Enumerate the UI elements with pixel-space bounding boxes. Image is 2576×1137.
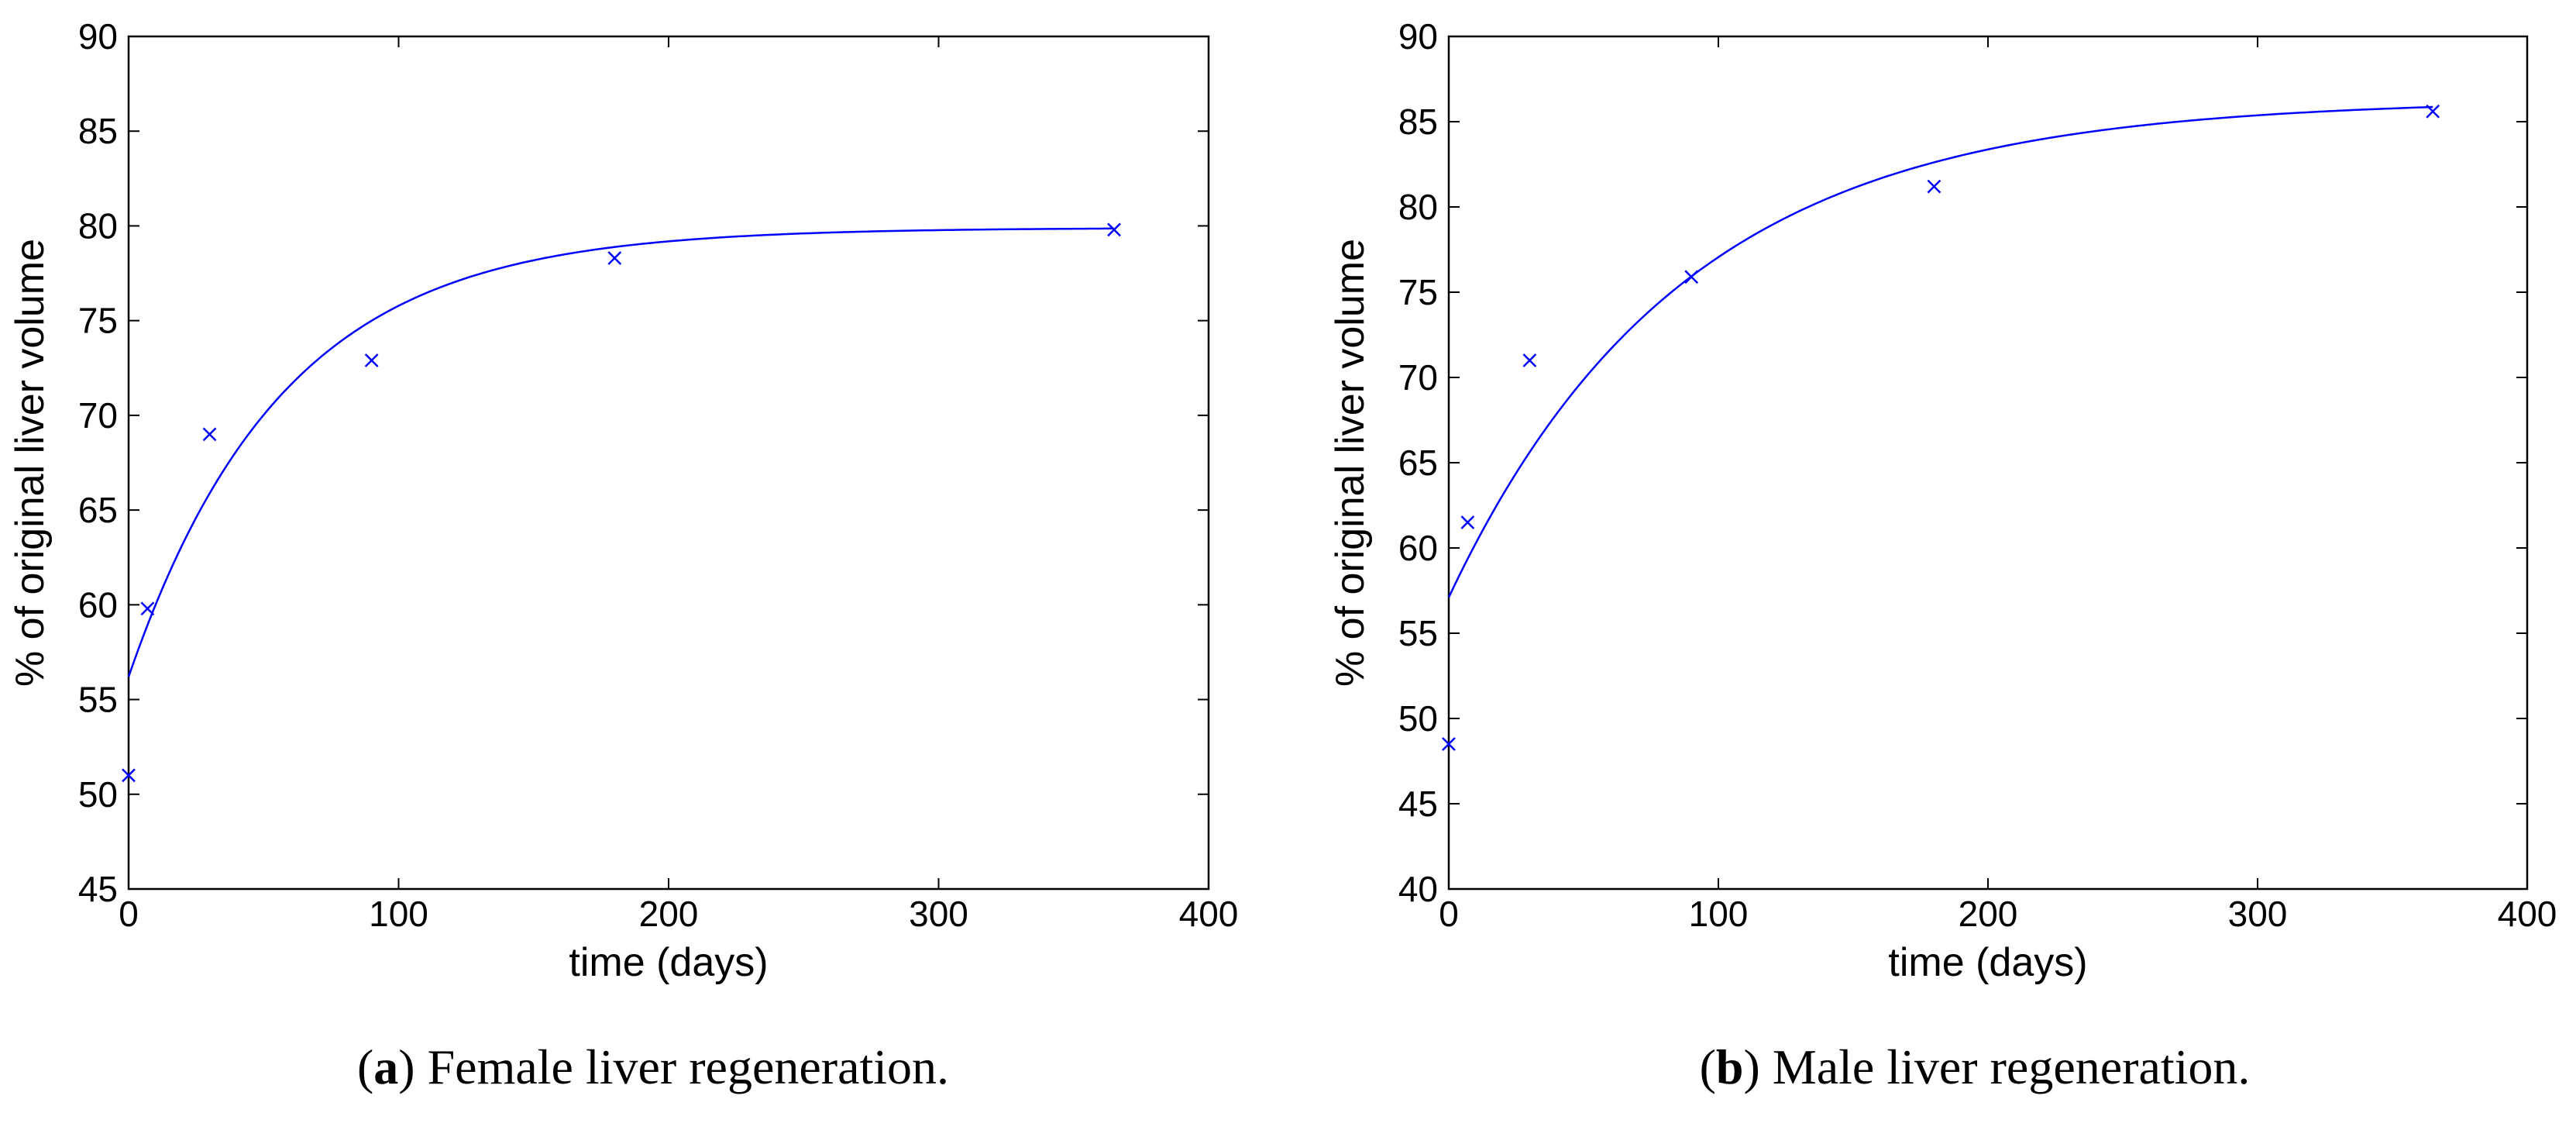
data-point [1927,179,1941,194]
y-tick-label: 70 [78,395,118,436]
y-tick-label: 90 [1398,16,1438,57]
y-tick-label: 85 [78,111,118,151]
y-tick-label: 75 [1398,272,1438,312]
caption: (b) Male liver regeneration. [1700,1039,2251,1094]
chart-panel-b: 0 100 200 300 400 40 45 50 55 60 65 70 75 80 85 90 time … [1328,16,2557,1094]
x-tick-label: 200 [639,894,699,934]
data-point [607,251,622,265]
y-tick-label: 55 [1398,613,1438,653]
caption-label: b [1716,1039,1744,1094]
x-tick-label: 400 [2498,894,2557,934]
caption: (a) Female liver regeneration. [357,1039,949,1094]
y-axis-label: % of original liver volume [8,239,53,687]
x-tick-label: 200 [1959,894,2018,934]
y-tick-label: 40 [1398,869,1438,909]
caption-label: a [373,1039,398,1094]
y-tick-label: 60 [78,584,118,625]
x-tick-label: 100 [1689,894,1749,934]
y-tick-label: 60 [1398,528,1438,568]
y-tick-label: 80 [78,205,118,246]
caption-open: ( [1700,1039,1716,1094]
caption-text: ) Male liver regeneration. [1744,1039,2251,1094]
data-point [202,427,217,442]
x-tick-label: 300 [2228,894,2288,934]
plot-area [1447,35,2529,891]
data-point [1522,353,1537,367]
y-tick-label: 45 [78,869,118,909]
y-tick-label: 65 [78,490,118,530]
y-tick-label: 80 [1398,187,1438,227]
fit-curve [1447,105,2433,598]
caption-open: ( [357,1039,373,1094]
y-tick-label: 45 [1398,784,1438,824]
data-point [1460,515,1475,529]
y-tick-label: 55 [78,680,118,720]
y-axis-label: % of original liver volume [1328,239,1373,687]
plot-area [127,35,1210,891]
x-axis-label: time (days) [569,940,768,985]
data-point [1107,222,1121,237]
y-tick-label: 50 [78,774,118,815]
y-tick-label: 90 [78,16,118,57]
y-tick-label: 70 [1398,357,1438,398]
y-tick-label: 65 [1398,443,1438,483]
fit-curve [127,227,1115,677]
data-point [364,353,379,367]
x-tick-label: 100 [369,894,428,934]
x-tick-label: 0 [119,894,139,934]
caption-text: ) Female liver regeneration. [398,1039,949,1094]
x-tick-label: 400 [1179,894,1239,934]
y-tick-label: 75 [78,301,118,341]
data-point [122,768,136,783]
y-tick-label: 85 [1398,102,1438,142]
y-tick-label: 50 [1398,698,1438,739]
data-point [1442,737,1456,751]
x-tick-label: 300 [909,894,968,934]
chart-panel-a: 0 100 200 300 400 45 50 55 60 65 70 75 80 85 90 time (d… [8,16,1238,1094]
x-axis-label: time (days) [1888,940,2087,985]
x-tick-label: 0 [1439,894,1459,934]
